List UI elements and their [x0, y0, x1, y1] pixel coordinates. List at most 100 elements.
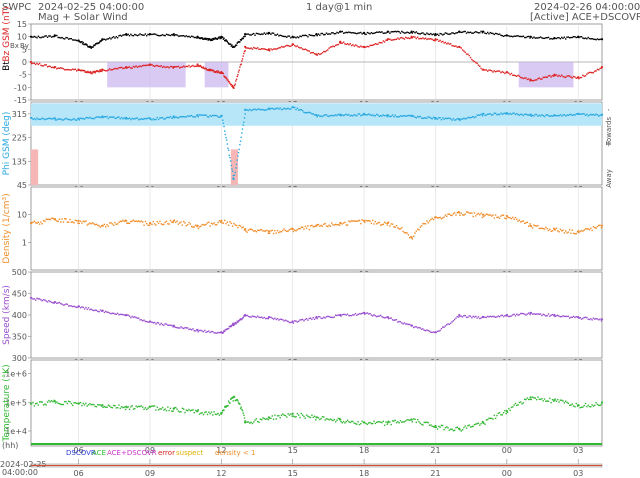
data-point: [165, 323, 168, 325]
data-point: [75, 306, 78, 309]
data-point: [428, 424, 431, 427]
data-point: [103, 311, 106, 314]
data-point: [168, 223, 170, 225]
data-point: [83, 220, 86, 223]
data-point: [522, 312, 525, 315]
data-point: [304, 318, 307, 321]
data-point: [468, 315, 470, 317]
data-point: [147, 407, 149, 409]
data-point: [301, 34, 304, 37]
data-point: [209, 225, 211, 227]
data-point: [99, 41, 101, 43]
data-point: [193, 116, 195, 118]
data-point: [131, 67, 133, 69]
data-point: [398, 31, 400, 33]
data-point: [40, 118, 42, 120]
series-point: [208, 38, 211, 41]
data-point: [169, 34, 172, 37]
data-point: [317, 316, 320, 318]
data-point: [465, 53, 468, 55]
data-point: [463, 426, 465, 429]
data-point: [75, 70, 78, 72]
panel-hour-label: 03: [573, 446, 583, 455]
data-point: [71, 221, 74, 223]
data-point: [323, 416, 325, 418]
data-point: [452, 213, 455, 215]
data-point: [48, 399, 50, 402]
data-point: [538, 227, 540, 230]
data-point: [534, 37, 536, 39]
series-point: [386, 114, 389, 117]
data-point: [327, 315, 329, 318]
series-point: [553, 114, 556, 117]
data-point: [307, 50, 309, 52]
series-point: [220, 35, 223, 38]
data-point: [582, 74, 584, 77]
data-point: [225, 139, 228, 141]
data-point: [65, 69, 67, 71]
data-point: [270, 33, 272, 35]
data-point: [189, 36, 192, 39]
y-tick-label: 400: [12, 311, 27, 320]
data-point: [453, 318, 456, 321]
data-point: [131, 117, 133, 120]
data-point: [332, 419, 334, 422]
data-point: [89, 308, 91, 311]
hour-tick-label: 21: [430, 469, 440, 478]
data-point: [571, 36, 573, 39]
data-point: [37, 404, 40, 406]
data-point: [275, 418, 277, 420]
data-point: [497, 70, 499, 72]
data-point: [52, 35, 54, 38]
data-point: [391, 31, 394, 33]
data-point: [212, 69, 215, 72]
data-point: [397, 227, 399, 229]
data-point: [500, 215, 502, 217]
data-point: [58, 301, 61, 304]
data-point: [199, 64, 201, 67]
data-point: [81, 43, 84, 45]
data-point: [332, 114, 334, 117]
data-point: [119, 220, 121, 222]
data-point: [244, 49, 246, 52]
data-point: [142, 34, 144, 36]
data-point: [463, 314, 465, 317]
data-point: [138, 317, 140, 319]
data-point: [514, 113, 517, 116]
data-point: [320, 317, 322, 320]
data-point: [580, 36, 583, 38]
data-point: [559, 228, 562, 231]
data-point: [489, 31, 492, 34]
data-point: [270, 417, 272, 420]
panel-hour-label: 21: [430, 446, 440, 455]
data-point: [33, 117, 36, 120]
data-point: [200, 412, 202, 414]
data-point: [179, 411, 181, 413]
data-point: [60, 67, 62, 69]
data-point: [553, 400, 555, 402]
data-point: [309, 416, 312, 419]
data-point: [159, 323, 161, 326]
data-point: [471, 212, 473, 214]
data-point: [287, 320, 289, 323]
data-point: [52, 66, 54, 69]
data-point: [379, 421, 382, 423]
data-point: [538, 398, 540, 400]
data-point: [394, 114, 396, 116]
data-point: [62, 221, 65, 223]
data-point: [534, 225, 536, 227]
data-point: [297, 227, 300, 230]
data-point: [139, 319, 141, 321]
data-point: [471, 116, 473, 119]
data-point: [245, 47, 247, 49]
data-point: [223, 125, 225, 128]
data-point: [346, 313, 349, 315]
data-point: [583, 229, 585, 231]
data-point: [73, 402, 75, 404]
data-point: [71, 39, 74, 41]
data-point: [260, 419, 263, 421]
data-point: [510, 315, 513, 317]
data-point: [110, 406, 112, 409]
data-point: [275, 232, 277, 234]
data-point: [111, 116, 114, 118]
